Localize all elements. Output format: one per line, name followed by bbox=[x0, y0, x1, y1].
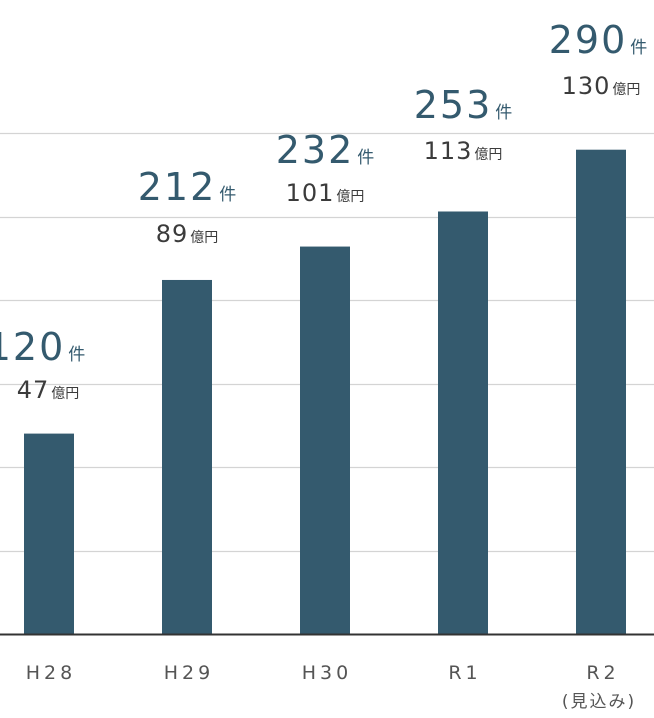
amount-unit: 億円 bbox=[190, 230, 218, 246]
x-tick-note: (見込み) bbox=[562, 692, 636, 712]
amount-value: 130 bbox=[562, 72, 611, 100]
count-value: 120 bbox=[0, 325, 65, 369]
bar bbox=[162, 279, 212, 634]
amount-unit: 億円 bbox=[474, 147, 502, 163]
x-tick-label: H28 bbox=[26, 662, 76, 684]
amount-unit: 億円 bbox=[336, 189, 364, 205]
x-tick-label: R2 bbox=[586, 662, 619, 684]
bar bbox=[24, 433, 74, 634]
bars bbox=[24, 149, 626, 635]
x-axis-ticks: H28 H29 H30 R1 R2 (見込み) bbox=[26, 662, 636, 712]
count-value: 290 bbox=[549, 18, 628, 62]
amount-label: 113 億円 bbox=[424, 137, 503, 165]
amount-value: 113 bbox=[424, 137, 473, 165]
count-unit: 件 bbox=[630, 38, 647, 58]
count-value: 253 bbox=[414, 83, 493, 127]
count-label: 212 件 bbox=[138, 165, 237, 209]
bar bbox=[576, 149, 626, 634]
amount-value: 47 bbox=[17, 376, 50, 404]
count-value: 212 bbox=[138, 165, 217, 209]
x-tick-label: R1 bbox=[448, 662, 481, 684]
amount-label: 130 億円 bbox=[562, 72, 641, 100]
amount-label: 101 億円 bbox=[286, 179, 365, 207]
bar bbox=[438, 211, 488, 635]
count-unit: 件 bbox=[68, 345, 85, 365]
count-value: 232 bbox=[276, 128, 355, 172]
count-unit: 件 bbox=[495, 103, 512, 123]
count-label: 290 件 bbox=[549, 18, 648, 62]
bar bbox=[300, 246, 350, 634]
x-tick-label: H30 bbox=[302, 662, 352, 684]
count-label: 120件 bbox=[0, 325, 85, 369]
amount-value: 101 bbox=[286, 179, 335, 207]
data-labels: 120件47億円212件89億円232件101億円253件113億円290件13… bbox=[0, 18, 647, 404]
count-unit: 件 bbox=[219, 185, 236, 205]
x-tick-label: H29 bbox=[164, 662, 214, 684]
amount-value: 89 bbox=[156, 220, 189, 248]
count-unit: 件 bbox=[357, 148, 374, 168]
amount-unit: 億円 bbox=[612, 82, 640, 98]
count-label: 253 件 bbox=[414, 83, 513, 127]
amount-label: 47 億円 bbox=[17, 376, 80, 404]
amount-unit: 億円 bbox=[51, 386, 79, 402]
amount-label: 89 億円 bbox=[156, 220, 219, 248]
count-label: 232 件 bbox=[276, 128, 375, 172]
